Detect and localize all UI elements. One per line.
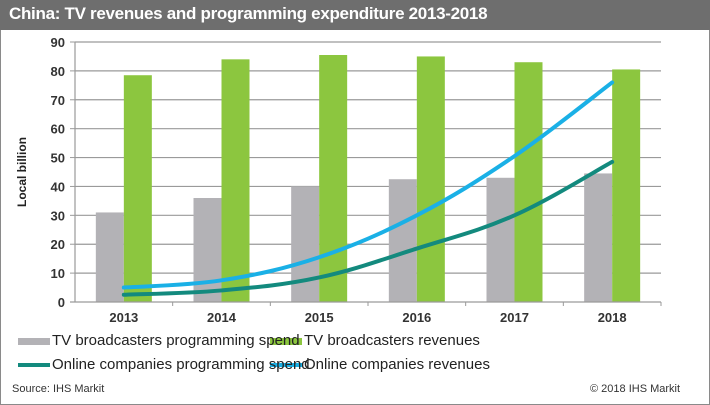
tick-labels: 0 10 20 30 40 50 60 70 80 90 2013 2014 2015 2016 2017 2…: [51, 35, 627, 325]
axes: [70, 41, 662, 306]
y-tick-label: 70: [51, 93, 65, 108]
y-tick-label: 10: [51, 266, 65, 281]
bars: [95, 55, 641, 303]
bar-tv-broadcasters-programming-spend-2015: [291, 186, 320, 302]
y-tick-label: 0: [58, 295, 65, 310]
x-tick-label: 2014: [207, 310, 237, 325]
x-tick-label: 2015: [305, 310, 334, 325]
bar-tv-broadcasters-programming-spend-2013: [95, 212, 124, 302]
y-tick-label: 60: [51, 122, 65, 137]
bar-tv-broadcasters-programming-spend-2018: [584, 173, 613, 302]
legend-swatches: [18, 338, 302, 367]
bar-tv-broadcasters-revenues-2013: [123, 75, 152, 302]
line-online-companies-revenues: [121, 80, 615, 290]
bar-tv-broadcasters-revenues-2018: [612, 69, 641, 302]
legend-swatch-tv-broadcasters-programming-spend: [18, 338, 50, 345]
y-tick-label: 30: [51, 208, 65, 223]
bar-tv-broadcasters-revenues-2014: [221, 59, 250, 303]
y-tick-label: 20: [51, 237, 65, 252]
source-note: Source: IHS Markit: [12, 383, 105, 395]
y-tick-label: 90: [51, 35, 65, 50]
bar-tv-broadcasters-programming-spend-2017: [486, 177, 515, 302]
legend-label-tv-revenues: TV broadcasters revenues: [304, 332, 480, 349]
legend-label-online-revenues: Online companies revenues: [304, 356, 490, 373]
bar-tv-broadcasters-revenues-2015: [319, 55, 348, 302]
y-axis-label: Local billion: [15, 137, 29, 207]
bar-tv-broadcasters-revenues-2016: [416, 56, 445, 302]
chart-title: China: TV revenues and programming expen…: [9, 4, 488, 23]
x-tick-label: 2016: [402, 310, 431, 325]
legend-label-online-programming-spend: Online companies programming spend: [52, 356, 310, 373]
legend-swatch-tv-broadcasters-revenues: [270, 338, 302, 345]
x-tick-label: 2018: [598, 310, 627, 325]
bar-tv-broadcasters-revenues-2017: [514, 62, 543, 302]
bar-tv-broadcasters-programming-spend-2016: [388, 179, 417, 302]
legend-label-tv-programming-spend: TV broadcasters programming spend: [52, 332, 300, 349]
bar-tv-broadcasters-programming-spend-2014: [193, 198, 222, 302]
title-bar: China: TV revenues and programming expen…: [0, 0, 710, 30]
y-tick-label: 80: [51, 64, 65, 79]
copyright-note: © 2018 IHS Markit: [590, 383, 681, 395]
y-tick-label: 50: [51, 151, 65, 166]
x-tick-label: 2013: [109, 310, 138, 325]
y-tick-label: 40: [51, 179, 65, 194]
gridlines: [75, 41, 661, 274]
x-tick-label: 2017: [500, 310, 529, 325]
line-online-companies-programming-spend: [121, 159, 615, 297]
lines: [121, 80, 615, 297]
